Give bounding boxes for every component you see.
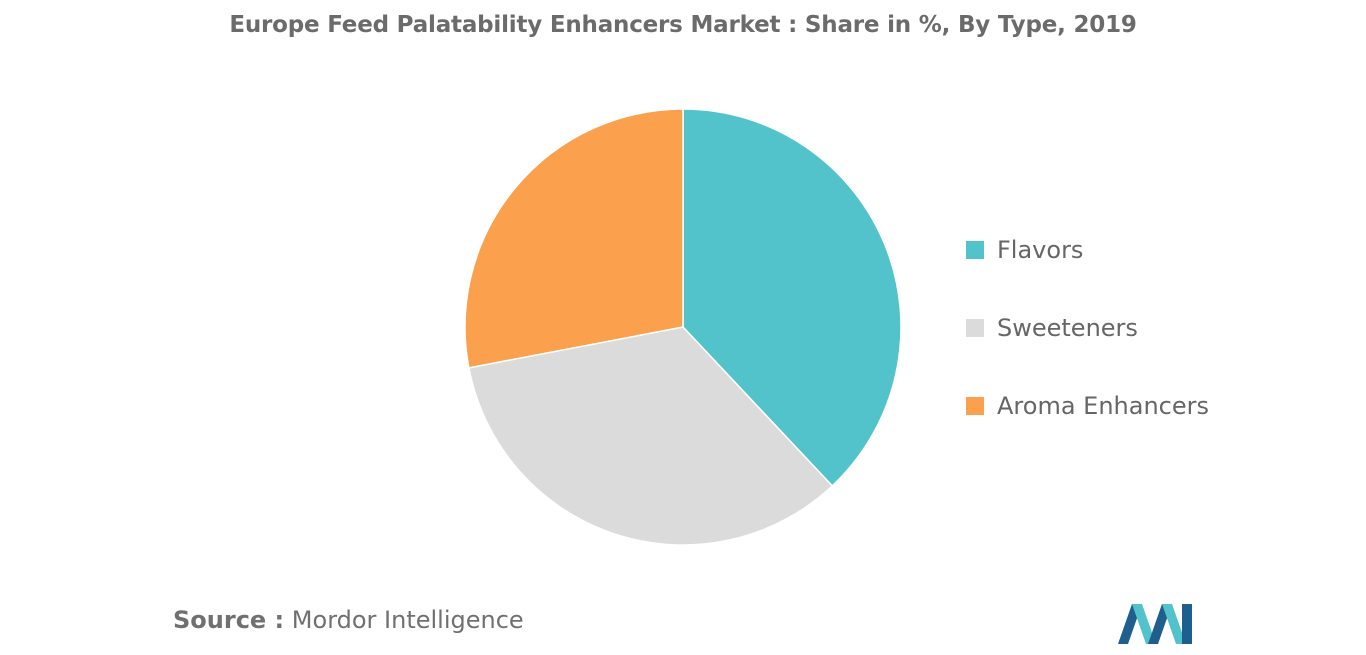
legend-swatch-sweeteners <box>966 319 984 337</box>
logo-right-bar <box>1182 604 1192 644</box>
legend-item-aroma-enhancers: Aroma Enhancers <box>966 386 1209 426</box>
legend-label-aroma-enhancers: Aroma Enhancers <box>997 392 1209 420</box>
legend-swatch-aroma-enhancers <box>966 397 984 415</box>
legend-label-sweeteners: Sweeteners <box>997 314 1138 342</box>
mordor-intelligence-logo-icon <box>1118 604 1192 644</box>
chart-legend: Flavors Sweeteners Aroma Enhancers <box>966 230 1209 464</box>
pie-slice-flavors <box>682 108 902 487</box>
chart-title: Europe Feed Palatability Enhancers Marke… <box>229 12 1137 38</box>
pie-slice-aroma-enhancers <box>464 108 684 369</box>
source-text: Mordor Intelligence <box>291 606 524 634</box>
logo-left-facet <box>1132 604 1156 644</box>
legend-item-flavors: Flavors <box>966 230 1209 270</box>
legend-label-flavors: Flavors <box>997 236 1084 264</box>
legend-item-sweeteners: Sweeteners <box>966 308 1209 348</box>
logo-right-facet <box>1162 604 1186 644</box>
pie-slice-sweeteners <box>467 326 834 546</box>
source-note: Source : Mordor Intelligence <box>173 606 524 634</box>
source-prefix: Source : <box>173 606 285 634</box>
legend-swatch-flavors <box>966 241 984 259</box>
